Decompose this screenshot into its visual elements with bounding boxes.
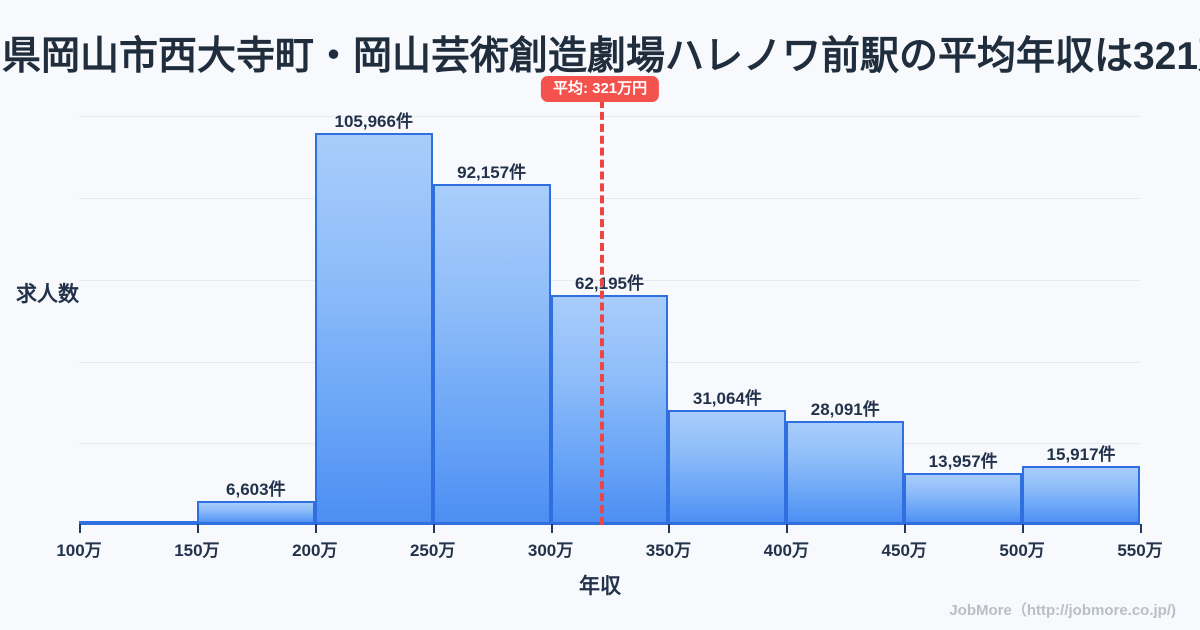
average-badge: 平均: 321万円: [540, 76, 660, 102]
chart-container: 6,603件 105,966件 92,157件 62,195件 31,064件 28,09…: [0, 76, 1200, 560]
bar-value-label: 6,603件: [226, 479, 286, 499]
x-axis-tick-label: 100万: [56, 541, 102, 560]
x-axis-tick: [904, 524, 907, 533]
x-axis-tick-label: 550万: [1117, 541, 1163, 560]
bar[interactable]: [432, 184, 551, 525]
gridline: [79, 116, 1140, 118]
bar[interactable]: [668, 410, 787, 525]
x-axis-tick: [79, 524, 81, 533]
gridline: [79, 279, 1140, 281]
bar[interactable]: [786, 421, 905, 525]
gridline: [79, 198, 1140, 200]
x-axis-tick-label: 400万: [763, 541, 810, 560]
plot-area: 6,603件 105,966件 92,157件 62,195件 31,064件 28,09…: [56, 76, 1163, 560]
x-axis-title: 年収: [579, 575, 621, 598]
bar[interactable]: [550, 295, 669, 525]
x-axis-tick: [314, 524, 317, 533]
bar-value-label: 92,157件: [457, 163, 527, 183]
x-axis-tick: [668, 524, 671, 533]
bar-value-label: 31,064件: [692, 389, 762, 409]
x-axis-tick: [786, 524, 789, 533]
x-axis-tick: [432, 524, 435, 533]
x-axis-tick-label: 450万: [881, 541, 927, 560]
watermark: JobMore（http://jobmore.co.jp/): [949, 602, 1176, 619]
bar-value-label: 105,966件: [334, 112, 413, 132]
bar-value-label: 28,091件: [810, 400, 880, 420]
x-axis-tick: [196, 524, 199, 533]
x-axis-tick: [1140, 524, 1142, 533]
y-axis-title: 求人数: [16, 283, 79, 306]
title-band: 岡山県岡山市西大寺町・岡山芸術創造劇場ハレノワ前駅の平均年収は321万円: [0, 28, 1200, 90]
bar-value-label: 13,957件: [928, 452, 998, 472]
x-axis-tick-label: 150万: [174, 541, 220, 560]
bar[interactable]: [904, 473, 1023, 525]
x-axis-tick-label: 250万: [409, 541, 456, 560]
bar[interactable]: [314, 133, 433, 525]
bar-value-label: 62,195件: [575, 274, 644, 294]
x-axis-tick-label: 300万: [527, 541, 574, 560]
x-axis-tick: [550, 524, 553, 533]
bar[interactable]: [1022, 466, 1140, 525]
page-title: 岡山県岡山市西大寺町・岡山芸術創造劇場ハレノワ前駅の平均年収は321万円: [0, 35, 1200, 78]
x-axis-tick: [1022, 524, 1025, 533]
x-axis-tick-label: 200万: [292, 541, 338, 560]
bar-value-label: 15,917件: [1046, 445, 1116, 465]
average-line: [600, 100, 605, 525]
x-axis-tick-label: 350万: [645, 541, 692, 560]
x-axis-line: [79, 522, 1140, 525]
x-axis-tick-label: 500万: [999, 541, 1045, 560]
